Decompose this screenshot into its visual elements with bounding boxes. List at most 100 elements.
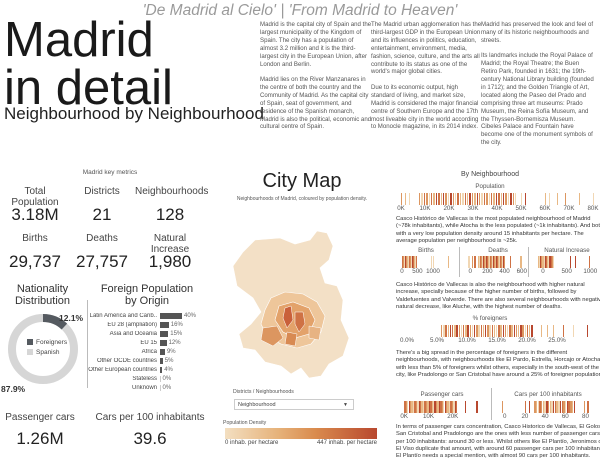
bar-value: 15% (170, 330, 183, 337)
districts-neighbourhoods-dropdown[interactable]: Neighbourhood ▼ (234, 399, 354, 410)
bar-value: 0% (162, 385, 172, 392)
legend-swatch (27, 339, 33, 346)
cars-per-100-strip-plot[interactable]: 0 20 40 60 80 (500, 401, 595, 422)
axis-tick-label: 20K (443, 205, 455, 212)
metric-label-districts: Districts (84, 186, 120, 197)
population-axis: 0K 10K 20K 30K 40K 50K 60K 70K 80K (397, 205, 599, 214)
axis-tick-label: 1000 (583, 268, 598, 275)
axis-tick-label: 10K (422, 413, 435, 420)
cars-note: In terms of passenger cars concentration… (396, 424, 600, 460)
bar-row[interactable]: EU 28 (ampliation) 16% (80, 320, 210, 329)
vital-statistics-note: Casco Histórico de Vallecas is also the … (396, 282, 600, 310)
city-map-title: City Map (262, 170, 342, 192)
bar-value: 40% (184, 312, 197, 319)
divider (528, 247, 529, 277)
page-subtitle: Neighbourhood by Neighbourhood (4, 104, 264, 123)
dropdown-arrow-icon: ▼ (343, 402, 348, 408)
bar-value: 9% (166, 348, 176, 355)
bar-row[interactable]: Other European countries 4% (80, 366, 210, 375)
axis-tick-label: 400 (499, 268, 510, 275)
metric-value-deaths: 27,757 (76, 252, 128, 271)
spanish-pct-label: 87.9% (1, 384, 26, 394)
axis-tick-label: 80K (587, 205, 599, 212)
axis-tick-label: 10.0% (458, 337, 476, 344)
births-strip-plot[interactable]: 0 500 1000 (397, 256, 459, 277)
strip-marks (397, 401, 487, 413)
axis-tick-label: 0K (397, 205, 405, 212)
passenger-cars-strip-plot[interactable]: 0K 10K 20K (397, 401, 487, 422)
bar-row[interactable]: Asia and Oceania 15% (80, 329, 210, 338)
births-strip-title: Births (418, 247, 434, 254)
by-neighbourhood-title: By Neighbourhood (461, 171, 519, 178)
foreigners-strip-title: % foreigners (472, 315, 508, 322)
bar-label: EU 15 (140, 339, 157, 346)
metric-label-neighbourhoods: Neighbourhoods (135, 186, 209, 197)
bar-axis-line (87, 300, 88, 388)
districts-filter-label: Districts / Neighbourhoods (233, 389, 294, 395)
title-line-2: in detail (4, 61, 173, 115)
foreigners-note: There's a big spread in the percentage o… (396, 350, 600, 378)
bar-row[interactable]: Africa 9% (80, 347, 210, 356)
metric-label-cars-per-100: Cars per 100 inhabitants (95, 412, 205, 423)
axis-tick-label: 15.0% (488, 337, 506, 344)
metric-value-total-population: 3.18M (11, 205, 59, 224)
population-note: Casco Histórico de Vallecas is the most … (396, 216, 600, 244)
legend-item-spanish[interactable]: Spanish (27, 348, 67, 358)
dropdown-value: Neighbourhood (238, 402, 276, 408)
bar-row[interactable]: Stateless 0% (80, 375, 210, 384)
axis-tick-label: 500 (561, 268, 572, 275)
bar-row[interactable]: Latin America and Carib.. 40% (80, 311, 210, 320)
city-map[interactable] (225, 228, 375, 383)
axis-tick-label: 200 (482, 268, 493, 275)
foreigners-pct-label: 12.1% (59, 313, 84, 323)
bar (160, 339, 167, 346)
bar (160, 321, 169, 328)
population-strip-plot[interactable]: 0K 10K 20K 30K 40K 50K 60K 70K 80K (397, 193, 599, 214)
axis-tick-label: 0 (503, 413, 507, 420)
cars-per-100-strip-title: Cars per 100 inhabitants (514, 391, 582, 398)
foreigners-strip-plot[interactable]: 0.0% 5.0% 10.0% 15.0% 20.0% 25.0% (397, 325, 597, 346)
metric-value-passenger-cars: 1.26M (16, 429, 64, 448)
axis-tick-label: 5.0% (429, 337, 445, 344)
intro-column-1: Madrid is the capital city of Spain and … (260, 21, 372, 139)
strip-marks (500, 401, 595, 413)
axis-tick-label: 600 (516, 268, 527, 275)
axis-tick-label: 1000 (426, 268, 440, 275)
deaths-strip-title: Deaths (488, 247, 508, 254)
bar-row[interactable]: Unknown 0% (80, 384, 210, 393)
bar-value: 0% (162, 376, 172, 383)
bar-value: 5% (164, 358, 174, 365)
metric-value-births: 29,737 (9, 252, 61, 271)
bar (160, 367, 163, 374)
bar-label: Other OCDE countries (96, 358, 157, 365)
passenger-cars-strip-title: Passenger cars (420, 391, 464, 398)
metric-value-cars-per-100: 39.6 (133, 429, 167, 448)
intro-column-3: Madrid has preserved the look and feel o… (481, 21, 595, 155)
bar (160, 330, 169, 337)
natural-increase-strip-plot[interactable]: 0 500 1000 (534, 256, 598, 277)
axis-tick-label: 0.0% (399, 337, 415, 344)
foreign-origin-bar-chart: Latin America and Carib.. 40% EU 28 (ampli… (80, 311, 210, 393)
foreign-origin-title: Foreign Population by Origin (100, 283, 194, 307)
births-axis: 0 500 1000 (397, 268, 459, 277)
bar (160, 348, 165, 355)
bar-row[interactable]: Other OCDE countries 5% (80, 356, 210, 365)
bar-label: Latin America and Carib.. (89, 312, 157, 319)
strip-marks (465, 256, 531, 268)
nationality-donut-chart[interactable] (7, 313, 79, 385)
axis-tick-label: 70K (563, 205, 575, 212)
page-title: Madrid in detail (4, 16, 173, 115)
strip-marks (397, 256, 459, 268)
legend-item-foreigners[interactable]: Foreigners (27, 338, 67, 348)
population-density-legend-title: Population Density (223, 420, 267, 426)
axis-tick-label: 20K (447, 413, 459, 420)
axis-tick-label: 0 (468, 268, 472, 275)
deaths-strip-plot[interactable]: 0 200 400 600 (465, 256, 531, 277)
bar-label: Africa (141, 348, 157, 355)
metric-label-births: Births (22, 233, 48, 244)
metric-label-natural-increase: Natural Increase (150, 233, 190, 255)
bar-row[interactable]: EU 15 12% (80, 338, 210, 347)
axis-tick-label: 80 (582, 413, 589, 420)
axis-tick-label: 0 (400, 268, 404, 275)
axis-tick-label: 20.0% (518, 337, 536, 344)
